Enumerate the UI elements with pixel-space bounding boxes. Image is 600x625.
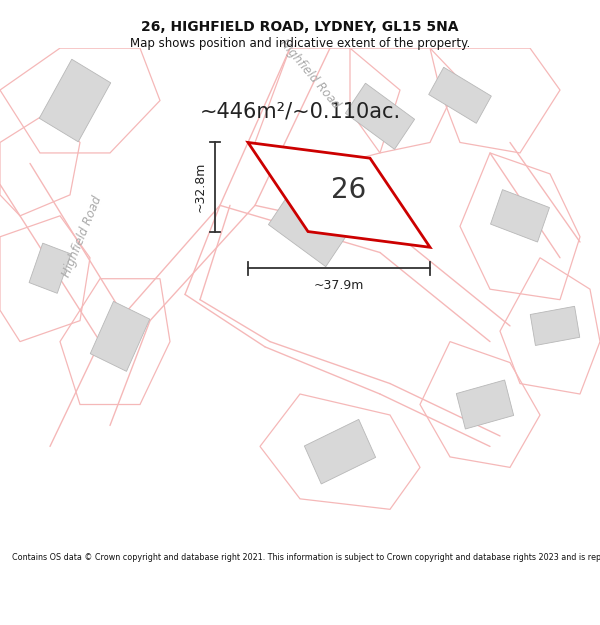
Polygon shape bbox=[90, 301, 150, 371]
Polygon shape bbox=[39, 59, 111, 142]
Polygon shape bbox=[346, 83, 415, 149]
Text: Map shows position and indicative extent of the property.: Map shows position and indicative extent… bbox=[130, 38, 470, 50]
Text: Highfield Road: Highfield Road bbox=[277, 37, 343, 112]
Text: ~32.8m: ~32.8m bbox=[193, 162, 206, 212]
Text: Highfield Road: Highfield Road bbox=[60, 194, 104, 279]
Polygon shape bbox=[457, 380, 514, 429]
Text: 26, HIGHFIELD ROAD, LYDNEY, GL15 5NA: 26, HIGHFIELD ROAD, LYDNEY, GL15 5NA bbox=[141, 20, 459, 34]
Polygon shape bbox=[491, 189, 550, 242]
Polygon shape bbox=[29, 243, 71, 293]
Text: Contains OS data © Crown copyright and database right 2021. This information is : Contains OS data © Crown copyright and d… bbox=[12, 553, 600, 562]
Polygon shape bbox=[304, 419, 376, 484]
Polygon shape bbox=[530, 306, 580, 346]
Text: ~446m²/~0.110ac.: ~446m²/~0.110ac. bbox=[199, 101, 401, 121]
Polygon shape bbox=[428, 68, 491, 123]
Polygon shape bbox=[248, 142, 430, 248]
Polygon shape bbox=[268, 186, 352, 267]
Text: 26: 26 bbox=[331, 176, 367, 204]
Text: ~37.9m: ~37.9m bbox=[314, 279, 364, 291]
